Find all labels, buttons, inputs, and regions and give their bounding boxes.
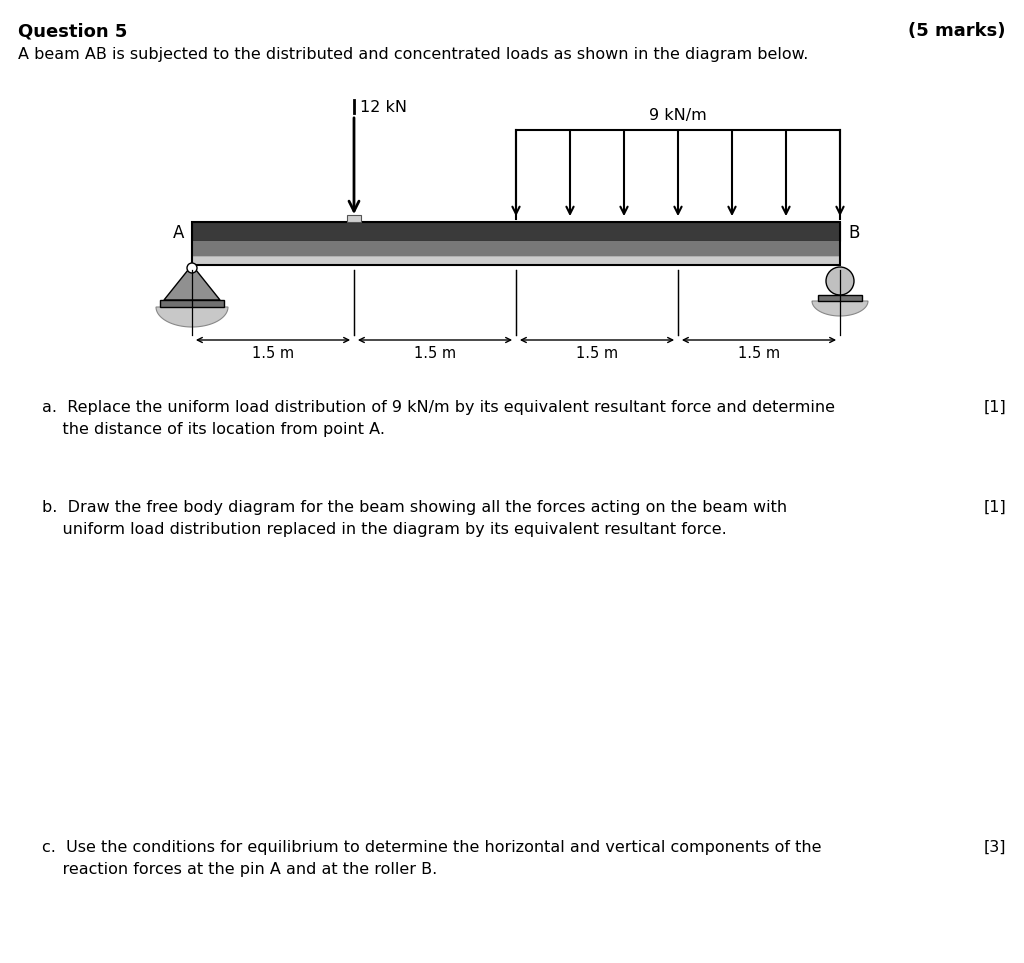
Text: uniform load distribution replaced in the diagram by its equivalent resultant fo: uniform load distribution replaced in th… — [42, 522, 727, 537]
Text: b.  Draw the free body diagram for the beam showing all the forces acting on the: b. Draw the free body diagram for the be… — [42, 500, 787, 515]
Bar — [160, 300, 224, 307]
Text: [1]: [1] — [983, 400, 1006, 415]
Text: A beam AB is subjected to the distributed and concentrated loads as shown in the: A beam AB is subjected to the distribute… — [18, 47, 808, 62]
Polygon shape — [164, 265, 220, 300]
Bar — [818, 295, 862, 301]
Polygon shape — [812, 301, 868, 316]
Text: a.  Replace the uniform load distribution of 9 kN/m by its equivalent resultant : a. Replace the uniform load distribution… — [42, 400, 835, 415]
Bar — [193, 242, 840, 257]
Text: (5 marks): (5 marks) — [908, 22, 1006, 40]
Bar — [347, 215, 361, 222]
Text: 1.5 m: 1.5 m — [575, 346, 618, 361]
Text: 1.5 m: 1.5 m — [738, 346, 780, 361]
Bar — [193, 257, 840, 265]
Text: c.  Use the conditions for equilibrium to determine the horizontal and vertical : c. Use the conditions for equilibrium to… — [42, 840, 821, 855]
Text: B: B — [848, 224, 859, 242]
Text: Question 5: Question 5 — [18, 22, 127, 40]
Text: [3]: [3] — [983, 840, 1006, 855]
Text: 1.5 m: 1.5 m — [252, 346, 294, 361]
Bar — [193, 256, 840, 261]
Text: A: A — [173, 224, 184, 242]
Circle shape — [826, 267, 854, 295]
Text: [1]: [1] — [983, 500, 1006, 515]
Text: the distance of its location from point A.: the distance of its location from point … — [42, 422, 385, 437]
Bar — [193, 222, 840, 265]
Text: 9 kN/m: 9 kN/m — [649, 108, 707, 123]
Circle shape — [187, 263, 197, 273]
Bar — [193, 222, 840, 242]
Polygon shape — [156, 307, 228, 327]
Text: 12 kN: 12 kN — [360, 100, 407, 115]
Text: reaction forces at the pin A and at the roller B.: reaction forces at the pin A and at the … — [42, 862, 437, 877]
Text: 1.5 m: 1.5 m — [414, 346, 456, 361]
